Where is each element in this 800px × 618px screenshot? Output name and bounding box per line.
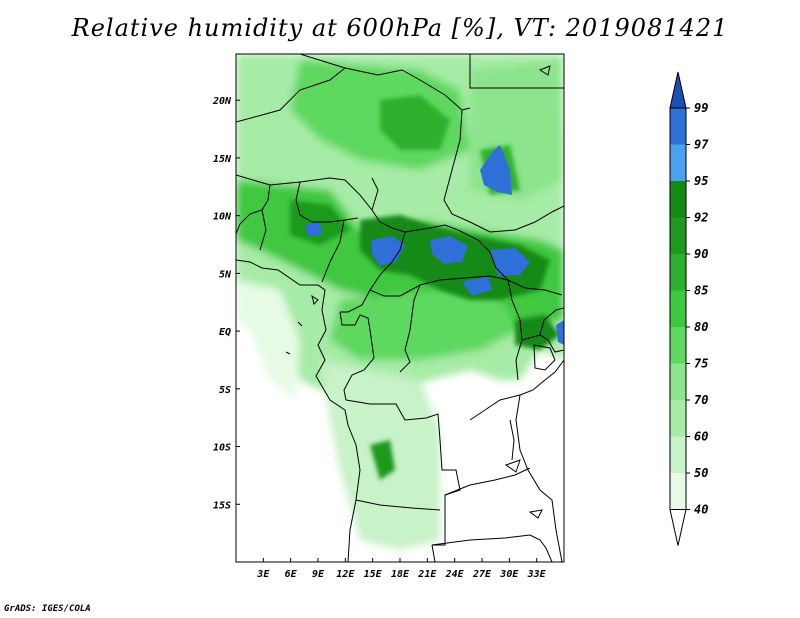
colorbar-segment [670,108,686,145]
lon-tick-label: 6E [285,569,298,580]
lon-tick-label: 9E [312,569,325,580]
lat-tick-label: 20N [212,96,232,107]
lat-tick-label: EQ [219,327,231,338]
colorbar-segment [670,144,686,181]
colorbar-label: 92 [694,211,708,225]
colorbar-label: 85 [694,284,708,298]
map-frame: 3E 6E 9E 12E 15E 18E 21E 24E 27E 30E 33E 20N 15N 10N… [212,53,565,580]
humidity-field [236,54,564,562]
colorbar-label: 90 [694,247,708,261]
lat-tick-label: 15S [213,500,231,511]
colorbar-label: 50 [694,466,708,480]
colorbar-label: 97 [694,138,709,152]
lon-tick-label: 21E [417,569,437,580]
colorbar-label: 95 [694,174,708,188]
colorbar-segment [670,473,686,510]
lon-tick-label: 30E [499,569,519,580]
colorbar-segment [670,217,686,254]
colorbar-top-arrow [669,71,687,109]
colorbar-segment [670,290,686,327]
colorbar-segment [670,254,686,291]
longitude-ticks: 3E 6E 9E 12E 15E 18E 21E 24E 27E 30E 33E [256,558,547,580]
credit-label: GrADS: IGES/COLA [4,604,91,614]
colorbar-label: 70 [694,393,708,407]
lon-tick-label: 33E [527,569,547,580]
colorbar-label: 40 [694,503,708,517]
colorbar-label: 80 [694,320,708,334]
colorbar-bottom-arrow [669,509,687,546]
lon-tick-label: 18E [391,569,410,580]
lon-tick-label: 3E [256,569,270,580]
colorbar-segment [670,181,686,218]
latitude-ticks: 20N 15N 10N 5N EQ 5S 10S 15S [212,96,240,511]
colorbar-segment [670,400,686,437]
colorbar-outline [669,107,687,510]
colorbar-label: 75 [694,357,708,371]
colorbar-label: 99 [694,101,708,115]
colorbar-segment [670,436,686,473]
colorbar-legend: 99 97 95 92 90 85 80 75 70 60 50 40 [669,71,709,546]
country-borders [236,54,564,562]
lon-tick-label: 27E [472,569,492,580]
lat-tick-label: 5N [219,269,232,280]
lat-tick-label: 15N [213,154,232,165]
map-title: Relative humidity at 600hPa [%], VT: 201… [71,14,729,42]
lat-tick-label: 10S [213,443,231,454]
lat-tick-label: 10N [213,212,232,223]
colorbar-segment [670,363,686,400]
colorbar-segment [670,327,686,364]
lon-tick-label: 24E [445,569,465,580]
lon-tick-label: 12E [336,569,355,580]
colorbar-label: 60 [694,430,708,444]
lon-tick-label: 15E [364,569,383,580]
lat-tick-label: 5S [219,385,231,396]
